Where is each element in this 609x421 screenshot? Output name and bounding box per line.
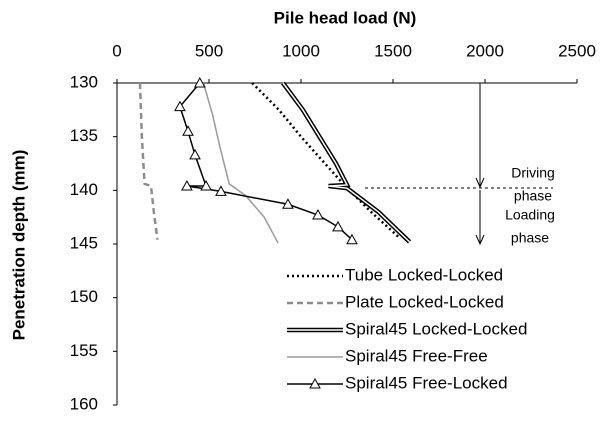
x-tick-label: 0 <box>112 41 121 60</box>
x-tick-label: 2000 <box>466 41 504 60</box>
marker <box>309 377 321 389</box>
y-tick-label: 140 <box>70 180 98 199</box>
arrow-head <box>475 234 485 246</box>
y-tick-label: 155 <box>70 341 98 360</box>
marker <box>200 180 212 191</box>
y-tick-label: 150 <box>70 287 98 306</box>
data-line <box>138 82 159 240</box>
legend-label: Spiral45 Free-Free <box>345 346 488 365</box>
x-tick-label: 2500 <box>558 41 596 60</box>
marker <box>282 198 294 209</box>
y-tick-label: 135 <box>70 126 98 145</box>
data-line <box>251 82 402 240</box>
x-tick-label: 500 <box>195 41 223 60</box>
legend-label: Spiral45 Locked-Locked <box>345 319 527 338</box>
data-line <box>179 82 353 241</box>
annotation: phase <box>514 188 552 204</box>
arrow-head <box>475 177 485 189</box>
annotation: Loading <box>505 207 555 223</box>
x-tick-label: 1000 <box>282 41 320 60</box>
legend-label: Spiral45 Free-Locked <box>345 373 508 392</box>
marker <box>332 220 344 232</box>
legend-label: Tube Locked-Locked <box>345 265 503 284</box>
data-line-inner <box>282 82 411 243</box>
y-tick-label: 160 <box>70 394 98 413</box>
legend-label: Plate Locked-Locked <box>345 292 504 311</box>
marker <box>193 76 206 88</box>
y-tick-label: 130 <box>70 72 98 91</box>
marker <box>181 180 193 191</box>
marker <box>215 185 227 196</box>
annotation: Driving <box>511 165 555 181</box>
y-axis-label: Penetration depth (mm) <box>9 150 28 341</box>
marker <box>174 100 186 112</box>
y-tick-label: 145 <box>70 233 98 252</box>
data-line <box>202 82 279 244</box>
marker <box>312 208 324 220</box>
marker <box>189 148 201 160</box>
annotation: phase <box>511 230 549 246</box>
data-line <box>281 81 412 244</box>
x-tick-label: 1500 <box>374 41 412 60</box>
marker <box>182 125 194 136</box>
marker <box>346 233 358 245</box>
chart-title: Pile head load (N) <box>274 8 417 27</box>
